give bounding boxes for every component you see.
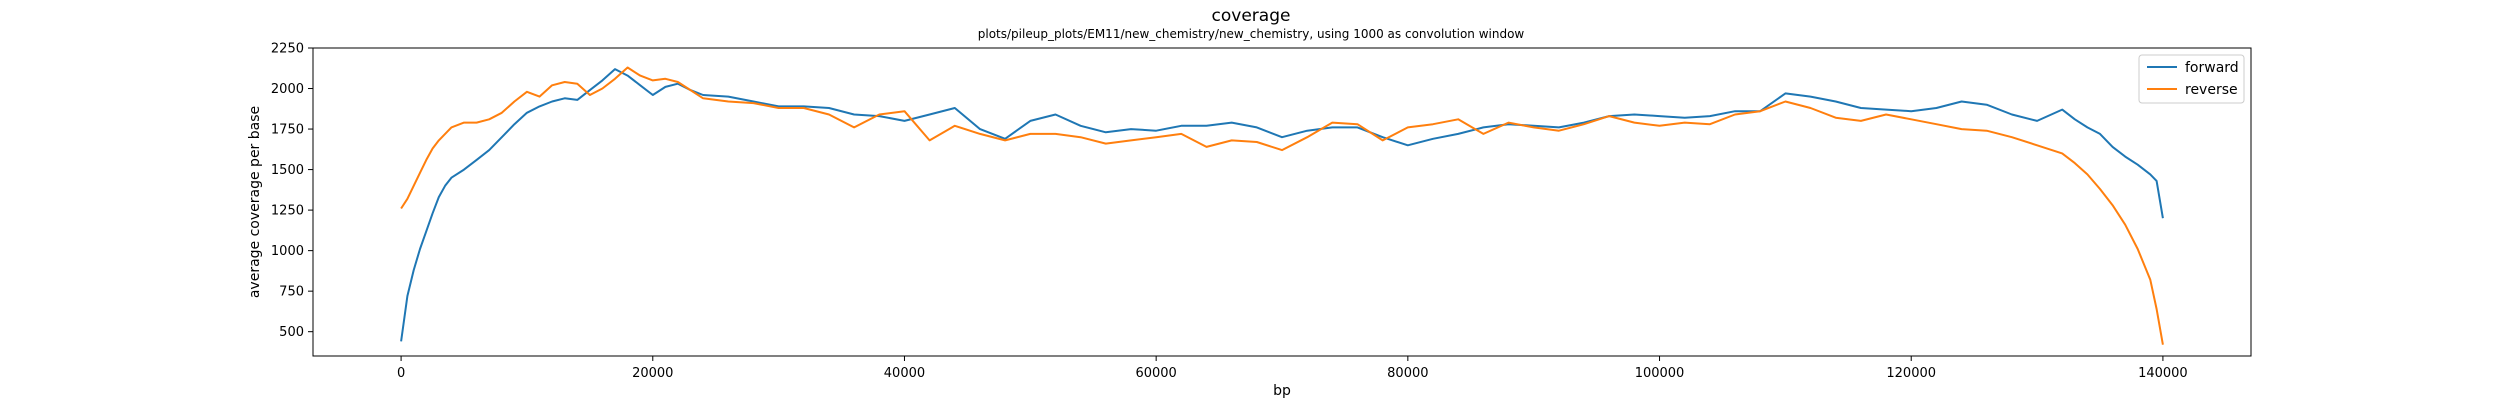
x-tick-label: 0 xyxy=(397,366,405,381)
y-tick-label: 1500 xyxy=(271,163,304,178)
legend-label-forward: forward xyxy=(2185,60,2239,76)
series-layer xyxy=(400,66,2164,345)
y-tick-label: 2250 xyxy=(271,42,304,57)
x-tick-label: 140000 xyxy=(2138,366,2188,381)
ticks-layer: 0 20000 40000 60000 80000 100000 120000 140000 5… xyxy=(271,42,2188,382)
x-axis-label: bp xyxy=(1273,383,1291,399)
x-tick-label: 40000 xyxy=(884,366,925,381)
x-tick-label: 60000 xyxy=(1135,366,1176,381)
x-tick-label: 80000 xyxy=(1387,366,1428,381)
y-axis-label: average coverage per base xyxy=(247,106,263,298)
series-line-reverse xyxy=(400,66,2164,345)
y-tick-label: 750 xyxy=(279,285,304,300)
y-tick-label: 1750 xyxy=(271,123,304,138)
legend: forward reverse xyxy=(2138,54,2245,104)
plot-frame xyxy=(312,47,2252,357)
chart-subtitle: plots/pileup_plots/EM11/new_chemistry/ne… xyxy=(978,27,1525,41)
x-tick-label: 100000 xyxy=(1635,366,1685,381)
series-line-forward xyxy=(400,68,2164,342)
legend-label-reverse: reverse xyxy=(2185,82,2238,98)
y-tick-label: 500 xyxy=(279,325,304,340)
chart-title: coverage xyxy=(1212,6,1291,26)
x-tick-label: 20000 xyxy=(632,366,673,381)
y-tick-label: 1000 xyxy=(271,244,304,259)
y-tick-label: 1250 xyxy=(271,204,304,219)
y-tick-label: 2000 xyxy=(271,82,304,97)
x-tick-label: 120000 xyxy=(1886,366,1936,381)
